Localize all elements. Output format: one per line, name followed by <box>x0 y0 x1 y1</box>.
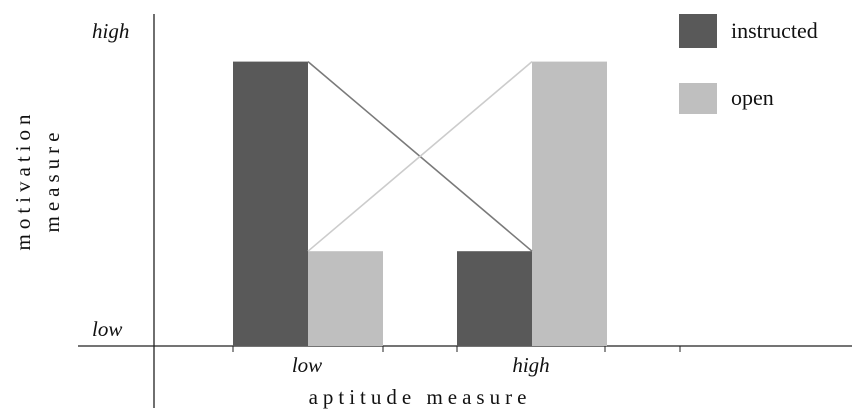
y-tick-label-low: low <box>92 317 122 341</box>
x-axis-title: aptitude measure <box>309 385 532 409</box>
y-axis-title-line-1: motivation <box>11 110 35 251</box>
x-tick-label-low: low <box>292 353 322 377</box>
legend: instructed open <box>679 14 818 114</box>
legend-swatch-open <box>679 83 717 114</box>
interaction-line-open <box>307 60 533 252</box>
bar-instructed-low <box>233 61 308 346</box>
legend-label-instructed: instructed <box>731 18 818 43</box>
legend-label-open: open <box>731 85 774 110</box>
y-tick-label-high: high <box>92 19 129 43</box>
bar-open-low <box>308 251 383 346</box>
bars-group <box>233 61 607 346</box>
y-axis-title-line-2: measure <box>40 128 64 233</box>
legend-swatch-instructed <box>679 14 717 48</box>
x-tick-label-high: high <box>512 353 549 377</box>
bar-open-high <box>532 61 607 346</box>
bar-instructed-high <box>457 251 532 346</box>
interaction-lines-group <box>307 60 533 252</box>
